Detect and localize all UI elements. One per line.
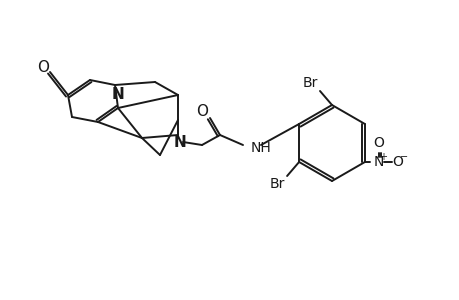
Text: −: − <box>399 152 407 162</box>
Text: O: O <box>37 59 49 74</box>
Text: O: O <box>196 103 207 118</box>
Text: NH: NH <box>251 141 271 155</box>
Text: Br: Br <box>302 76 317 90</box>
Text: O: O <box>392 155 403 169</box>
Text: N: N <box>112 86 124 101</box>
Text: N: N <box>173 134 186 149</box>
Text: O: O <box>373 136 384 150</box>
Text: +: + <box>378 152 386 162</box>
Text: N: N <box>373 155 383 169</box>
Text: Br: Br <box>269 177 284 191</box>
